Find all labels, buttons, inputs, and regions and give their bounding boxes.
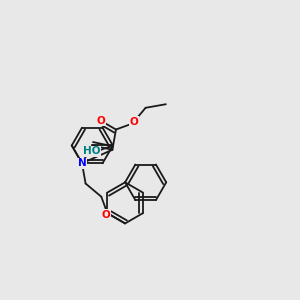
Text: O: O bbox=[130, 117, 138, 127]
Text: HO: HO bbox=[83, 146, 101, 157]
Text: O: O bbox=[97, 116, 105, 126]
Text: O: O bbox=[101, 210, 110, 220]
Text: N: N bbox=[78, 158, 86, 168]
